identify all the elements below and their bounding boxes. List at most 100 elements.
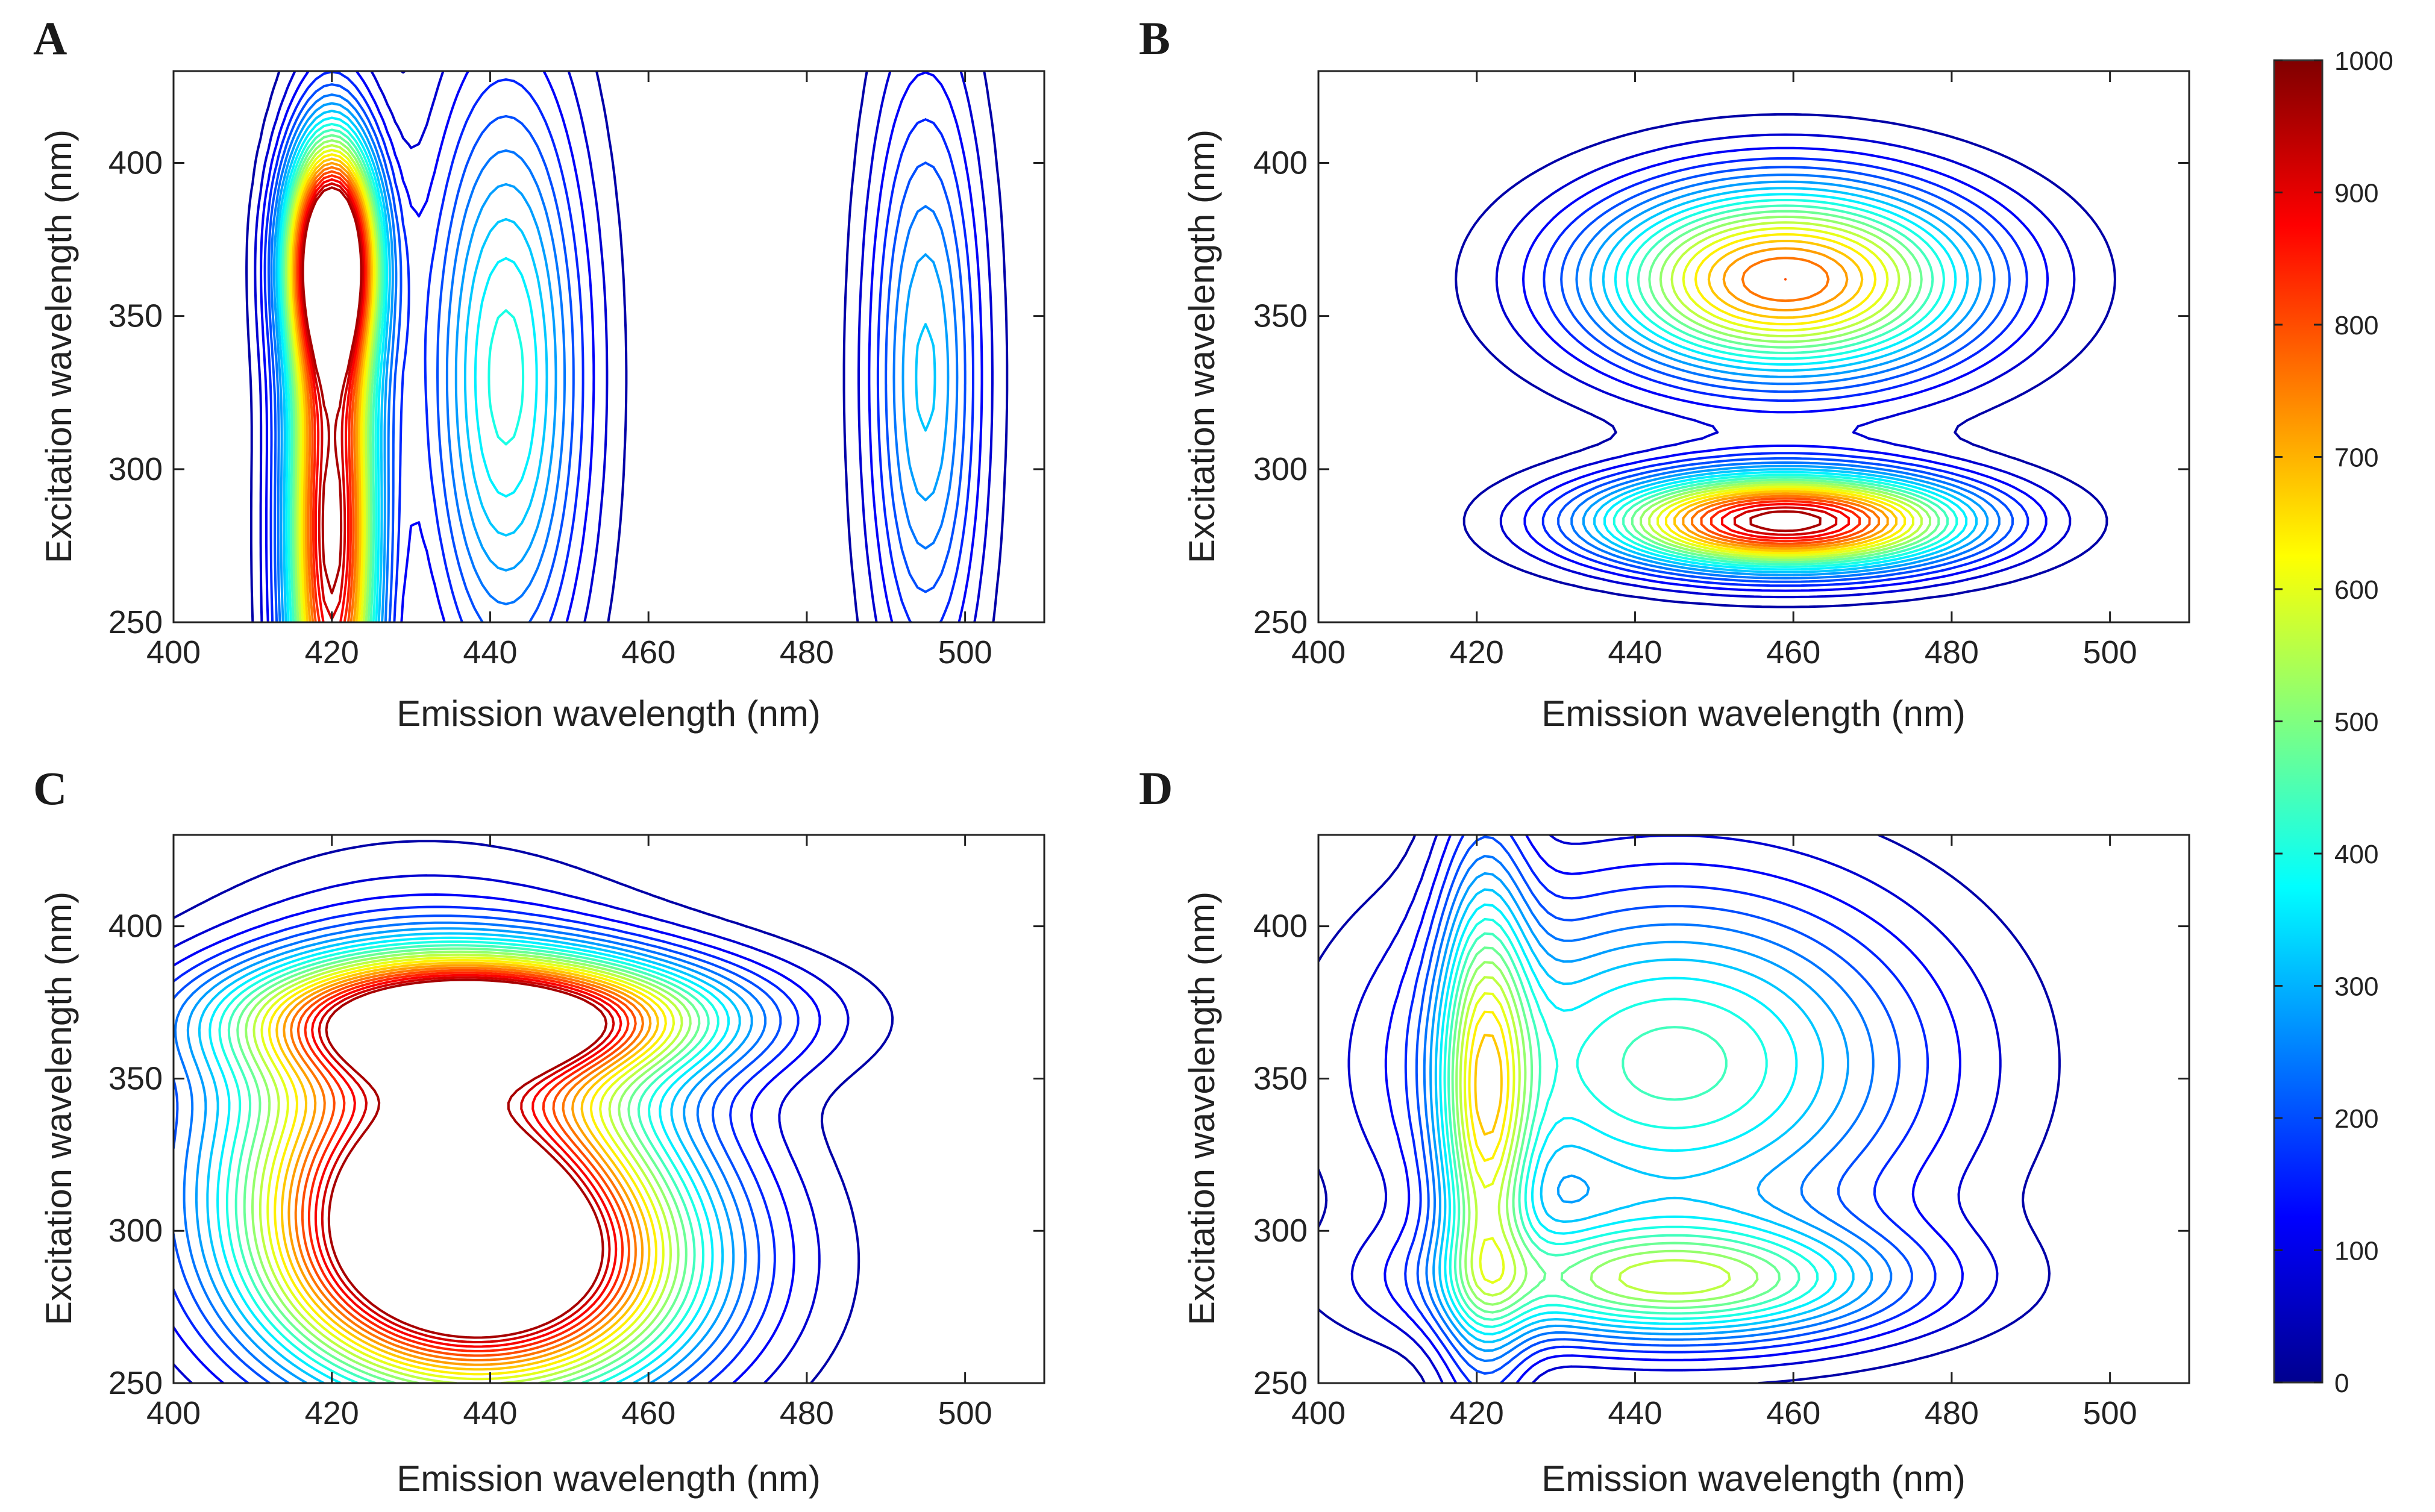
contour-level-960 (301, 186, 363, 595)
contour-level-400 (1443, 917, 1819, 1328)
contour-level-120 (1522, 146, 2049, 592)
colorbar-tick-label: 500 (2334, 708, 2378, 737)
contour-level-280 (186, 927, 753, 1383)
contour-level-480 (236, 947, 701, 1383)
contour-level-640 (268, 959, 667, 1376)
contour-level-440 (1622, 204, 1949, 566)
contour-level-520 (245, 950, 692, 1383)
contour-level-560 (1459, 976, 1731, 1297)
contour-level-480 (1451, 946, 1781, 1314)
contour-level-240 (1570, 173, 2001, 579)
contour-level-280 (1582, 180, 1989, 576)
x-tick-label: 400 (146, 634, 201, 670)
contour-level-840 (304, 971, 630, 1352)
contour-level-600 (260, 956, 675, 1381)
panel-d-plot: 400 420 440 460 480 500 250 300 350 400 (1253, 834, 2190, 1431)
colorbar-tick-label: 800 (2334, 311, 2378, 340)
contour-lines (1455, 113, 2116, 608)
x-tick-label: 500 (2083, 634, 2137, 670)
contour-level-720 (293, 161, 372, 622)
contour-level-440 (1447, 932, 1800, 1321)
contour-level-680 (275, 961, 659, 1371)
contour-level-600 (1656, 226, 1914, 557)
contour-level-920 (1733, 506, 1838, 536)
contour-level-80 (174, 874, 850, 1383)
panel-a: A 400 420 440 460 480 500 250 300 350 400 Emissio… (33, 12, 1045, 734)
plot-frame (1317, 70, 2190, 623)
contour-lines (1318, 835, 2061, 1383)
x-tick-label: 460 (1766, 634, 1820, 670)
contour-level-320 (198, 932, 741, 1383)
y-tick-label: 250 (108, 604, 163, 640)
contour-level-680 (1474, 1034, 1503, 1136)
contour-level-40 (1455, 113, 2116, 608)
contour-level-840 (1710, 500, 1861, 543)
contour-level-80 (1347, 835, 2002, 1383)
panel-letter-a: A (33, 12, 67, 64)
colorbar-tick-label: 1000 (2334, 46, 2393, 76)
panel-a-ylabel: Excitation wavelength (nm) (39, 130, 79, 563)
x-tick-label: 500 (938, 634, 992, 670)
y-tick-label: 350 (1253, 298, 1308, 334)
contour-level-120 (174, 893, 821, 1383)
x-tick-label: 400 (146, 1395, 201, 1431)
x-tick-label: 440 (1608, 1395, 1662, 1431)
y-tick-label: 300 (108, 1213, 163, 1249)
contour-level-680 (291, 157, 373, 622)
contour-level-800 (296, 170, 369, 622)
contour-level-360 (208, 936, 730, 1383)
x-tick-label: 460 (1766, 1395, 1820, 1431)
contour-level-440 (227, 944, 710, 1383)
panel-b-plot: 400 420 440 460 480 500 250 300 350 400 (1253, 70, 2190, 670)
contour-level-160 (1404, 835, 1937, 1383)
panel-letter-c: C (33, 762, 67, 814)
colorbar: 0 100 200 300 400 500 600 700 800 900 1000 (2273, 46, 2393, 1398)
contour-level-720 (283, 964, 652, 1366)
contour-level-240 (270, 93, 959, 622)
contour-level-400 (218, 940, 719, 1383)
panel-c: C 400 420 440 460 480 500 250 300 350 400 Emissio… (33, 762, 1045, 1499)
contour-level-880 (298, 178, 366, 622)
contour-level-440 (281, 128, 384, 622)
contour-level-200 (174, 914, 782, 1383)
panel-b: B 400 420 440 460 480 500 250 300 350 400 Emissio… (1139, 12, 2190, 734)
colorbar-ticks: 0 100 200 300 400 500 600 700 800 900 1000 (2274, 46, 2393, 1398)
contour-level-360 (1439, 903, 1837, 1335)
x-tick-label: 460 (621, 1395, 675, 1431)
colorbar-tick-label: 600 (2334, 575, 2378, 605)
panel-c-xlabel: Emission wavelength (nm) (396, 1458, 821, 1499)
y-tick-label: 250 (108, 1365, 163, 1401)
contour-level-200 (1415, 836, 1913, 1375)
contour-level-240 (174, 921, 767, 1383)
contour-level-480 (283, 134, 382, 622)
contour-level-720 (1682, 247, 1889, 550)
contour-level-800 (1700, 278, 1871, 545)
x-tick-label: 440 (463, 634, 517, 670)
x-tick-label: 480 (780, 634, 834, 670)
contour-level-360 (1603, 193, 1968, 571)
contour-level-400 (279, 122, 525, 622)
contour-level-880 (1720, 502, 1851, 540)
contour-lines (245, 71, 1009, 622)
y-tick-label: 300 (1253, 451, 1308, 487)
x-tick-label: 440 (463, 1395, 517, 1431)
colorbar-tick-label: 0 (2334, 1369, 2349, 1398)
contour-level-40 (1318, 835, 2061, 1383)
y-tick-label: 300 (108, 451, 163, 487)
contour-level-280 (272, 102, 950, 622)
contour-level-320 (1593, 187, 1978, 573)
y-tick-label: 400 (108, 908, 163, 945)
colorbar-tick-label: 100 (2334, 1237, 2378, 1266)
x-tick-label: 420 (305, 634, 359, 670)
x-tick-label: 420 (1450, 634, 1504, 670)
contour-level-520 (1455, 961, 1759, 1306)
x-tick-label: 420 (1450, 1395, 1504, 1431)
y-tick-label: 400 (108, 145, 163, 181)
contour-level-840 (297, 174, 367, 622)
contour-level-80 (1495, 133, 2076, 599)
plot-frame (1317, 834, 2190, 1384)
panel-d: D 400 420 440 460 480 500 250 300 350 400 Emissio… (1139, 762, 2190, 1499)
panel-c-plot: 400 420 440 460 480 500 250 300 350 400 (108, 834, 1045, 1431)
colorbar-tick-label: 200 (2334, 1104, 2378, 1134)
